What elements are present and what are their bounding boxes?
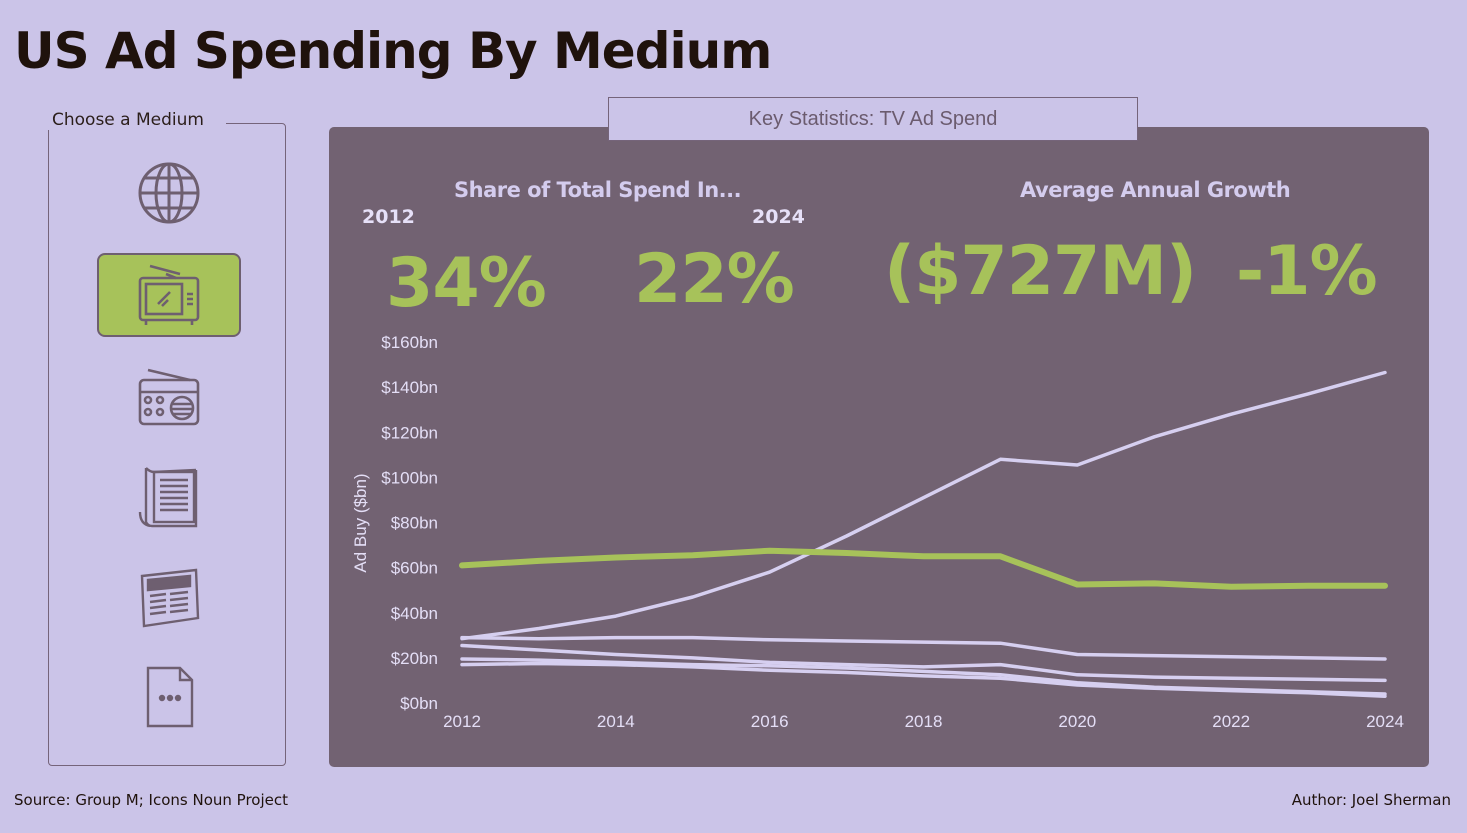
globe-icon bbox=[138, 162, 200, 224]
tv-icon bbox=[138, 264, 200, 325]
source-note: Source: Group M; Icons Noun Project bbox=[14, 791, 288, 809]
magazine-icon bbox=[138, 467, 198, 528]
picker-legend: Choose a Medium bbox=[44, 110, 212, 130]
growth-percent: -1% bbox=[1236, 232, 1378, 311]
stats-panel bbox=[329, 127, 1429, 767]
medium-button-magazine[interactable] bbox=[97, 455, 241, 539]
newspaper-icon bbox=[140, 568, 200, 628]
medium-button-other[interactable] bbox=[97, 655, 241, 739]
growth-header: Average Annual Growth bbox=[1020, 178, 1291, 202]
author-note: Author: Joel Sherman bbox=[1291, 791, 1451, 809]
other-file-icon bbox=[146, 666, 194, 728]
share-header: Share of Total Spend In... bbox=[454, 178, 742, 202]
medium-button-tv[interactable] bbox=[97, 253, 241, 337]
share-value-start: 34% bbox=[386, 244, 547, 323]
medium-button-radio[interactable] bbox=[97, 355, 241, 439]
medium-button-newspaper[interactable] bbox=[97, 555, 241, 639]
medium-button-digital[interactable] bbox=[97, 151, 241, 235]
share-year-start: 2012 bbox=[362, 206, 415, 228]
growth-amount: ($727M) bbox=[884, 232, 1197, 311]
panel-title-tab: Key Statistics: TV Ad Spend bbox=[608, 97, 1138, 141]
page-title: US Ad Spending By Medium bbox=[14, 22, 772, 80]
share-year-end: 2024 bbox=[752, 206, 805, 228]
share-value-end: 22% bbox=[634, 240, 795, 319]
radio-icon bbox=[138, 368, 200, 426]
